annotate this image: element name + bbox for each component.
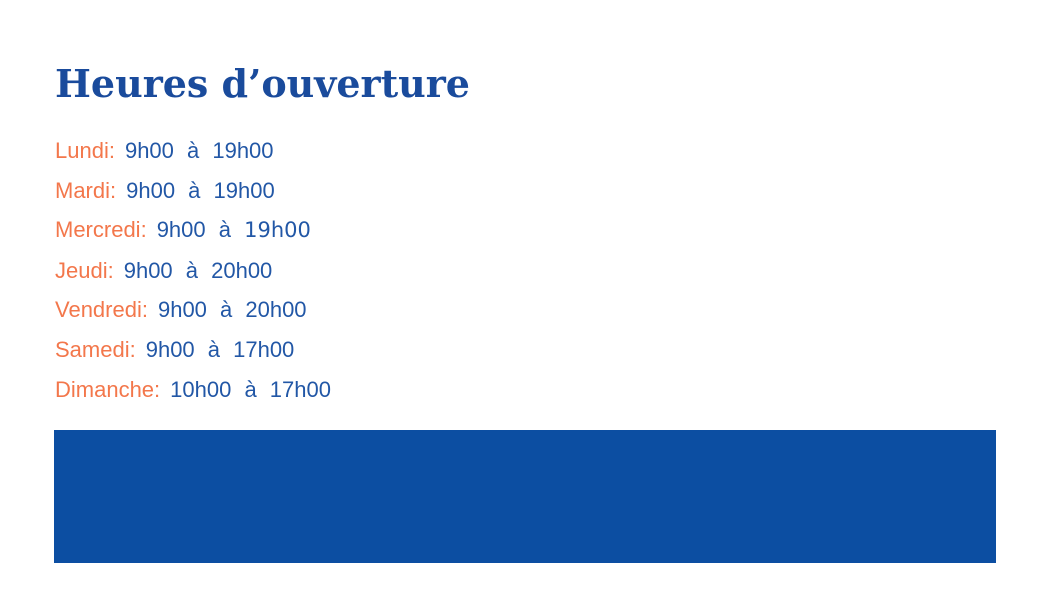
hours-segment: 9h00 à 20h00 — [123, 257, 273, 283]
schedule-row: Samedi: 9h00 à 17h00 — [55, 330, 331, 370]
hours-segment: 9h00 à 19h00 — [126, 177, 275, 203]
schedule-row: Vendredi: 9h00 à 20h00 — [55, 290, 331, 330]
hours-value: 9h00 à 20h00 — [158, 297, 307, 322]
hours-value: 9h00 à 19h00 — [126, 178, 275, 203]
hours-segment: 9h00 à 17h00 — [145, 336, 295, 362]
schedule-row: Dimanche: 10h00 à 17h00 — [55, 370, 331, 410]
hours-segment: 9h00 à 19h00 — [124, 138, 274, 163]
hours-value: 9h00 à 20h00 — [124, 258, 273, 283]
page-title: Heures d’ouverture — [55, 61, 470, 106]
day-label: Mardi: — [55, 177, 117, 203]
schedule-list: Lundi: 9h00 à 19h00 Mardi: 9h00 à 19h00 Merc… — [55, 131, 331, 409]
hours-value: 10h00 à 17h00 — [170, 377, 331, 402]
day-label: Samedi: — [55, 336, 136, 362]
hours-segment: 10h00 à 17h00 — [170, 376, 331, 402]
day-label: Mercredi: — [55, 217, 147, 243]
day-label: Lundi: — [55, 138, 115, 163]
hours-value: 9h00 à 19h00 — [157, 217, 311, 242]
day-label: Vendredi: — [55, 297, 148, 323]
hours-segment: 19h00 — [244, 218, 311, 243]
day-label: Dimanche: — [55, 376, 161, 402]
hours-segment: 9h00 à 20h00 — [157, 297, 307, 323]
hours-segment: 9h00 à — [156, 217, 245, 243]
schedule-row: Jeudi: 9h00 à 20h00 — [55, 251, 331, 291]
schedule-row: Mardi: 9h00 à 19h00 — [55, 171, 331, 211]
schedule-row: Lundi: 9h00 à 19h00 — [55, 131, 331, 171]
hours-value: 9h00 à 17h00 — [146, 337, 295, 362]
blue-banner — [54, 430, 996, 563]
hours-value: 9h00 à 19h00 — [125, 138, 274, 163]
day-label: Jeudi: — [55, 257, 114, 283]
schedule-row: Mercredi: 9h00 à 19h00 — [55, 210, 331, 251]
